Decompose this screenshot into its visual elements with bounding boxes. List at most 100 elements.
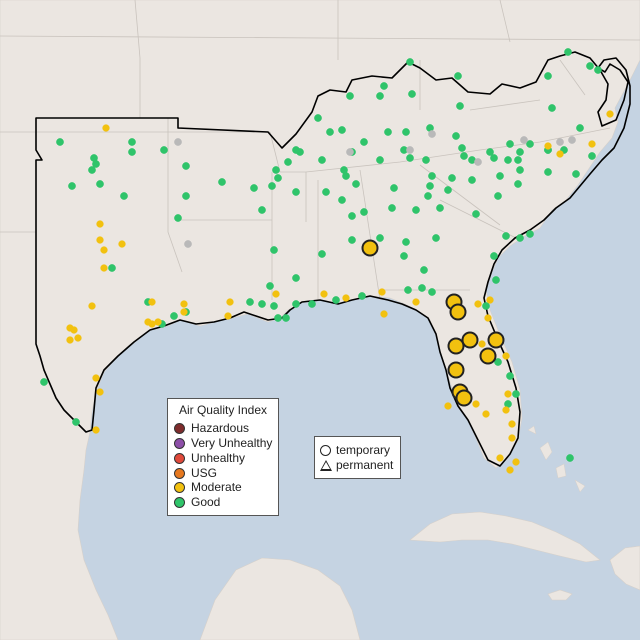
moderate-monitor[interactable]: [508, 434, 516, 442]
good-monitor[interactable]: [490, 154, 498, 162]
good-monitor[interactable]: [514, 156, 522, 164]
good-monitor[interactable]: [270, 302, 278, 310]
good-monitor[interactable]: [322, 188, 330, 196]
moderate-monitor[interactable]: [92, 374, 100, 382]
good-monitor[interactable]: [314, 114, 322, 122]
good-monitor[interactable]: [444, 186, 452, 194]
good-monitor[interactable]: [594, 66, 602, 74]
moderate-temporary-monitor[interactable]: [455, 389, 473, 407]
good-monitor[interactable]: [250, 184, 258, 192]
moderate-monitor[interactable]: [512, 458, 520, 466]
good-monitor[interactable]: [340, 166, 348, 174]
good-monitor[interactable]: [458, 144, 466, 152]
good-monitor[interactable]: [332, 296, 340, 304]
nodata-monitor[interactable]: [556, 138, 564, 146]
good-monitor[interactable]: [338, 196, 346, 204]
good-monitor[interactable]: [282, 314, 290, 322]
good-monitor[interactable]: [586, 62, 594, 70]
good-monitor[interactable]: [274, 314, 282, 322]
nodata-monitor[interactable]: [568, 136, 576, 144]
good-monitor[interactable]: [376, 234, 384, 242]
good-monitor[interactable]: [292, 188, 300, 196]
moderate-monitor[interactable]: [486, 296, 494, 304]
good-monitor[interactable]: [358, 292, 366, 300]
good-monitor[interactable]: [504, 156, 512, 164]
moderate-temporary-layer[interactable]: [361, 239, 505, 407]
good-monitor[interactable]: [514, 180, 522, 188]
moderate-monitor[interactable]: [378, 288, 386, 296]
good-monitor[interactable]: [526, 140, 534, 148]
moderate-monitor[interactable]: [588, 140, 596, 148]
good-monitor[interactable]: [422, 156, 430, 164]
moderate-monitor[interactable]: [180, 308, 188, 316]
good-monitor[interactable]: [424, 192, 432, 200]
moderate-monitor[interactable]: [66, 336, 74, 344]
good-monitor[interactable]: [492, 276, 500, 284]
moderate-monitor[interactable]: [606, 110, 614, 118]
moderate-monitor[interactable]: [544, 142, 552, 150]
good-monitor[interactable]: [170, 312, 178, 320]
good-monitor[interactable]: [482, 302, 490, 310]
good-monitor[interactable]: [360, 208, 368, 216]
good-monitor[interactable]: [548, 104, 556, 112]
good-monitor[interactable]: [338, 126, 346, 134]
good-monitor[interactable]: [88, 166, 96, 174]
moderate-temporary-monitor[interactable]: [447, 337, 465, 355]
moderate-temporary-monitor[interactable]: [479, 347, 497, 365]
good-monitor[interactable]: [564, 48, 572, 56]
good-monitor[interactable]: [384, 128, 392, 136]
moderate-monitor[interactable]: [320, 290, 328, 298]
good-monitor[interactable]: [218, 178, 226, 186]
moderate-monitor[interactable]: [484, 314, 492, 322]
moderate-monitor[interactable]: [380, 310, 388, 318]
good-monitor[interactable]: [246, 298, 254, 306]
good-monitor[interactable]: [388, 204, 396, 212]
good-monitor[interactable]: [258, 206, 266, 214]
good-monitor[interactable]: [544, 168, 552, 176]
moderate-temporary-monitor[interactable]: [447, 361, 465, 379]
good-monitor[interactable]: [506, 372, 514, 380]
moderate-monitor[interactable]: [502, 406, 510, 414]
good-monitor[interactable]: [182, 192, 190, 200]
moderate-monitor[interactable]: [506, 466, 514, 474]
good-monitor[interactable]: [182, 162, 190, 170]
good-monitor[interactable]: [496, 172, 504, 180]
good-monitor[interactable]: [258, 300, 266, 308]
good-monitor[interactable]: [108, 264, 116, 272]
moderate-monitor[interactable]: [342, 294, 350, 302]
good-monitor[interactable]: [68, 182, 76, 190]
moderate-monitor[interactable]: [70, 326, 78, 334]
good-monitor[interactable]: [486, 148, 494, 156]
moderate-temporary-monitor[interactable]: [461, 331, 479, 349]
moderate-monitor[interactable]: [412, 298, 420, 306]
moderate-monitor[interactable]: [96, 236, 104, 244]
good-monitor[interactable]: [390, 184, 398, 192]
good-monitor[interactable]: [472, 210, 480, 218]
good-monitor[interactable]: [412, 206, 420, 214]
good-monitor[interactable]: [348, 212, 356, 220]
moderate-monitor[interactable]: [92, 426, 100, 434]
good-monitor[interactable]: [402, 128, 410, 136]
moderate-temporary-monitor[interactable]: [487, 331, 505, 349]
moderate-monitor[interactable]: [556, 150, 564, 158]
good-monitor[interactable]: [96, 180, 104, 188]
good-monitor[interactable]: [400, 252, 408, 260]
good-monitor[interactable]: [352, 180, 360, 188]
nodata-monitor[interactable]: [428, 130, 436, 138]
moderate-monitor[interactable]: [154, 318, 162, 326]
good-monitor[interactable]: [516, 166, 524, 174]
good-monitor[interactable]: [272, 166, 280, 174]
good-monitor[interactable]: [428, 172, 436, 180]
good-monitor[interactable]: [408, 90, 416, 98]
good-monitor[interactable]: [420, 266, 428, 274]
good-monitor[interactable]: [448, 174, 456, 182]
moderate-monitor[interactable]: [100, 264, 108, 272]
good-monitor[interactable]: [432, 234, 440, 242]
good-monitor[interactable]: [128, 148, 136, 156]
moderate-monitor[interactable]: [478, 340, 486, 348]
nodata-monitor[interactable]: [406, 146, 414, 154]
nodata-monitor[interactable]: [184, 240, 192, 248]
moderate-monitor[interactable]: [180, 300, 188, 308]
moderate-monitor[interactable]: [272, 290, 280, 298]
good-monitor[interactable]: [308, 300, 316, 308]
